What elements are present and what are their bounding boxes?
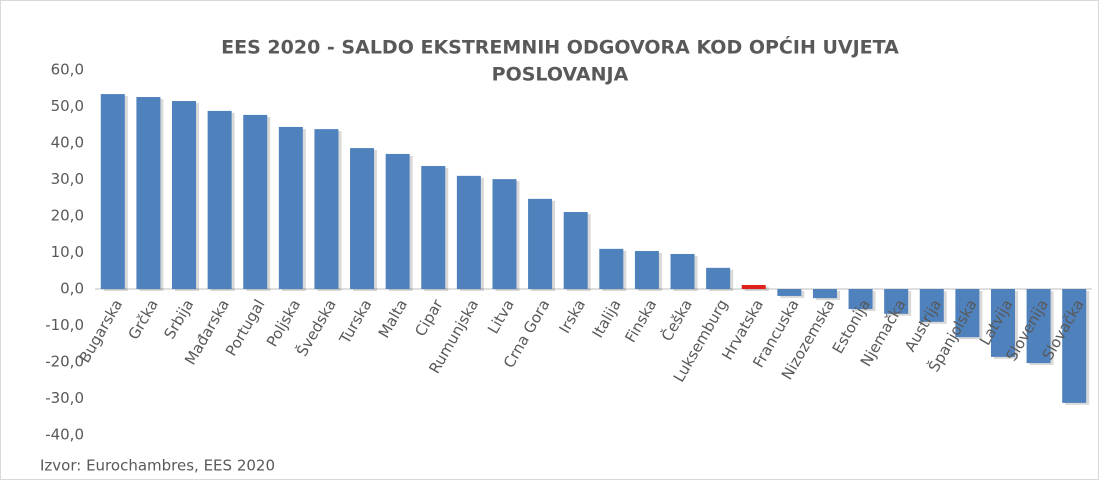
source-note: Izvor: Eurochambres, EES 2020	[40, 457, 275, 475]
bar	[1026, 289, 1051, 364]
bar	[172, 101, 197, 290]
bar	[563, 211, 588, 289]
bar	[812, 289, 837, 299]
bar	[207, 110, 232, 289]
y-tick-label: 20,0	[51, 207, 84, 225]
y-tick-label: -20,0	[45, 353, 84, 371]
bar	[385, 153, 410, 289]
bar	[919, 289, 944, 322]
bar	[456, 175, 481, 289]
bar	[492, 179, 517, 289]
bar	[1062, 289, 1087, 403]
y-tick-label: 50,0	[51, 97, 84, 115]
bar	[706, 267, 731, 289]
y-tick-label: 60,0	[51, 61, 84, 79]
bar	[848, 289, 873, 310]
bar	[528, 198, 553, 289]
y-tick-label: -40,0	[45, 426, 84, 444]
bar	[777, 289, 802, 296]
bar	[421, 165, 446, 289]
y-tick-label: 30,0	[51, 170, 84, 188]
bar	[314, 129, 339, 289]
bar	[599, 248, 624, 289]
bar	[990, 289, 1015, 357]
y-tick-label: 40,0	[51, 134, 84, 152]
bar	[741, 284, 766, 289]
y-tick-label: -30,0	[45, 389, 84, 407]
bar	[634, 251, 659, 289]
bar	[350, 148, 375, 289]
y-tick-label: -10,0	[45, 316, 84, 334]
chart-title: POSLOVANJA	[492, 64, 629, 86]
bar	[955, 289, 980, 338]
bar	[100, 94, 125, 289]
bar	[670, 253, 695, 289]
bar	[136, 97, 161, 289]
bar	[278, 126, 303, 289]
y-tick-label: 0,0	[60, 280, 84, 298]
chart-title: EES 2020 - SALDO EKSTREMNIH ODGOVORA KOD…	[221, 35, 899, 59]
bar	[243, 114, 268, 290]
y-tick-label: 10,0	[51, 243, 84, 261]
bar	[884, 289, 909, 314]
